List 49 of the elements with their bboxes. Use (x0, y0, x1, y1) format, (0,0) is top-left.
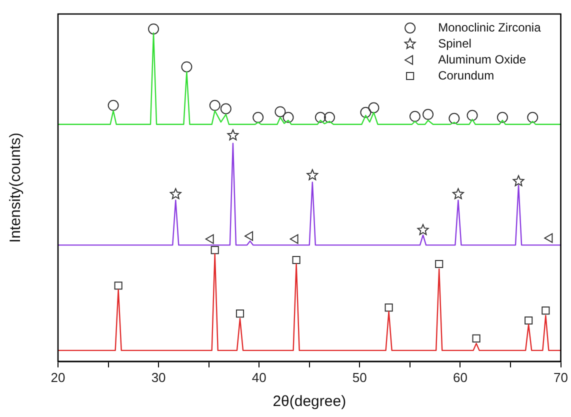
point (181, 61, 192, 72)
legend-label: Spinel (438, 36, 472, 50)
point (170, 188, 182, 200)
point (527, 112, 538, 123)
x-tick-label: 50 (352, 370, 367, 385)
point (417, 224, 429, 236)
x-tick-label: 70 (554, 370, 568, 385)
x-tick-label: 40 (252, 370, 266, 385)
point (324, 112, 335, 123)
point (384, 304, 393, 312)
point (512, 175, 524, 186)
point (205, 234, 214, 244)
point (252, 112, 264, 123)
point (472, 334, 480, 342)
point (244, 231, 254, 241)
point (368, 102, 380, 114)
point (409, 110, 420, 122)
point (274, 106, 286, 118)
point (496, 112, 508, 123)
point (360, 106, 372, 118)
x-tick-label: 30 (151, 370, 166, 385)
point (290, 234, 298, 244)
point (524, 316, 533, 325)
point (306, 169, 318, 180)
point (292, 256, 300, 264)
x-tick-label: 20 (50, 370, 66, 385)
legend-label: Corundum (438, 68, 494, 82)
point (314, 112, 326, 123)
x-axis-title: 2θ(degree) (272, 393, 346, 410)
legend-label: Aluminum Oxide (438, 52, 526, 66)
point (220, 103, 232, 114)
point (544, 233, 553, 243)
point (466, 110, 478, 121)
point (542, 306, 550, 315)
point (236, 309, 244, 318)
point (435, 260, 444, 268)
point (114, 282, 122, 290)
point (108, 100, 119, 111)
point (452, 188, 464, 200)
y-axis-title: Intensity(counts) (7, 132, 24, 243)
point (210, 246, 219, 254)
point (282, 112, 294, 123)
point (148, 23, 160, 34)
legend-label: Monoclinic Zirconia (438, 20, 542, 34)
point (422, 108, 434, 120)
point (448, 112, 460, 124)
point (227, 129, 239, 140)
x-tick-label: 60 (452, 370, 468, 385)
point (209, 100, 220, 111)
